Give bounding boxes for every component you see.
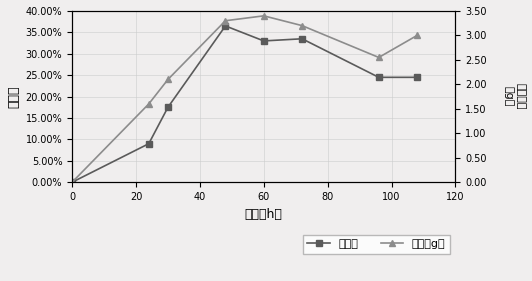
Legend: 吸附率, 湿菌（g）: 吸附率, 湿菌（g） (303, 235, 450, 254)
吸附率 (261, 39, 267, 43)
吸附率 (69, 181, 76, 184)
湿菌（g） (222, 19, 229, 22)
吸附率 (299, 37, 305, 40)
吸附率 (146, 142, 152, 145)
湿菌（g） (146, 102, 152, 106)
湿菌（g） (414, 34, 420, 37)
Y-axis label: 菌体质量
（g）: 菌体质量 （g） (503, 83, 525, 110)
Y-axis label: 吸附率: 吸附率 (7, 85, 20, 108)
X-axis label: 时间（h）: 时间（h） (245, 208, 282, 221)
湿菌（g） (299, 24, 305, 27)
湿菌（g） (165, 78, 171, 81)
Line: 吸附率: 吸附率 (69, 22, 421, 186)
湿菌（g） (376, 56, 382, 59)
湿菌（g） (261, 14, 267, 17)
Line: 湿菌（g）: 湿菌（g） (69, 12, 421, 186)
吸附率 (414, 76, 420, 79)
吸附率 (376, 76, 382, 79)
吸附率 (222, 24, 229, 28)
吸附率 (165, 106, 171, 109)
湿菌（g） (69, 181, 76, 184)
